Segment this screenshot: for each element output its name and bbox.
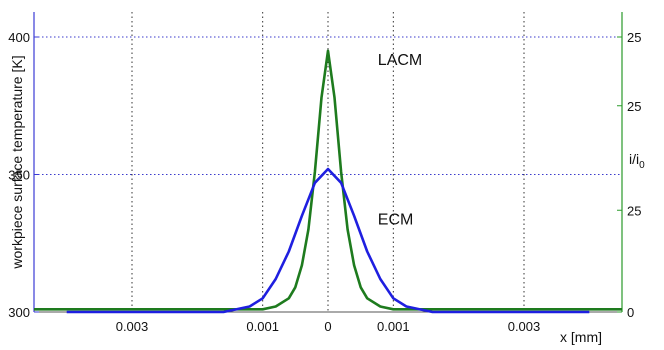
y-right-tick-label: 25 <box>627 99 641 114</box>
x-tick-label: 0.001 <box>377 319 410 334</box>
annotation-lacm: LACM <box>378 52 422 69</box>
x-tick-label: 0 <box>324 319 331 334</box>
annotation-ecm: ECM <box>378 212 414 229</box>
series-group <box>34 49 622 314</box>
x-axis-title: x [mm] <box>560 329 602 345</box>
y-axis-right-title-main: i/i <box>629 151 639 167</box>
y-right-tick-label: 0 <box>627 305 634 320</box>
y-right-tick-label: 25 <box>627 203 641 218</box>
labels: workpiece surface temperature [K] i/i0 x… <box>9 55 645 345</box>
y-axis-right-title-sub: 0 <box>639 160 645 171</box>
y-right-tick-label: 25 <box>627 30 641 45</box>
y-axis-right-title: i/i0 <box>629 151 645 171</box>
x-tick-label: 0.003 <box>508 319 541 334</box>
y-left-tick-label: 300 <box>8 305 30 320</box>
annotations: LACM ECM <box>378 52 422 229</box>
series-line-lacm <box>34 49 622 311</box>
y-left-tick-label: 350 <box>8 168 30 183</box>
x-tick-label: 0.003 <box>116 319 149 334</box>
y-left-tick-label: 400 <box>8 30 30 45</box>
series-line-ecm <box>66 167 590 314</box>
grid <box>34 12 622 312</box>
y-axis-left-title: workpiece surface temperature [K] <box>9 55 25 269</box>
x-tick-label: 0.001 <box>246 319 279 334</box>
